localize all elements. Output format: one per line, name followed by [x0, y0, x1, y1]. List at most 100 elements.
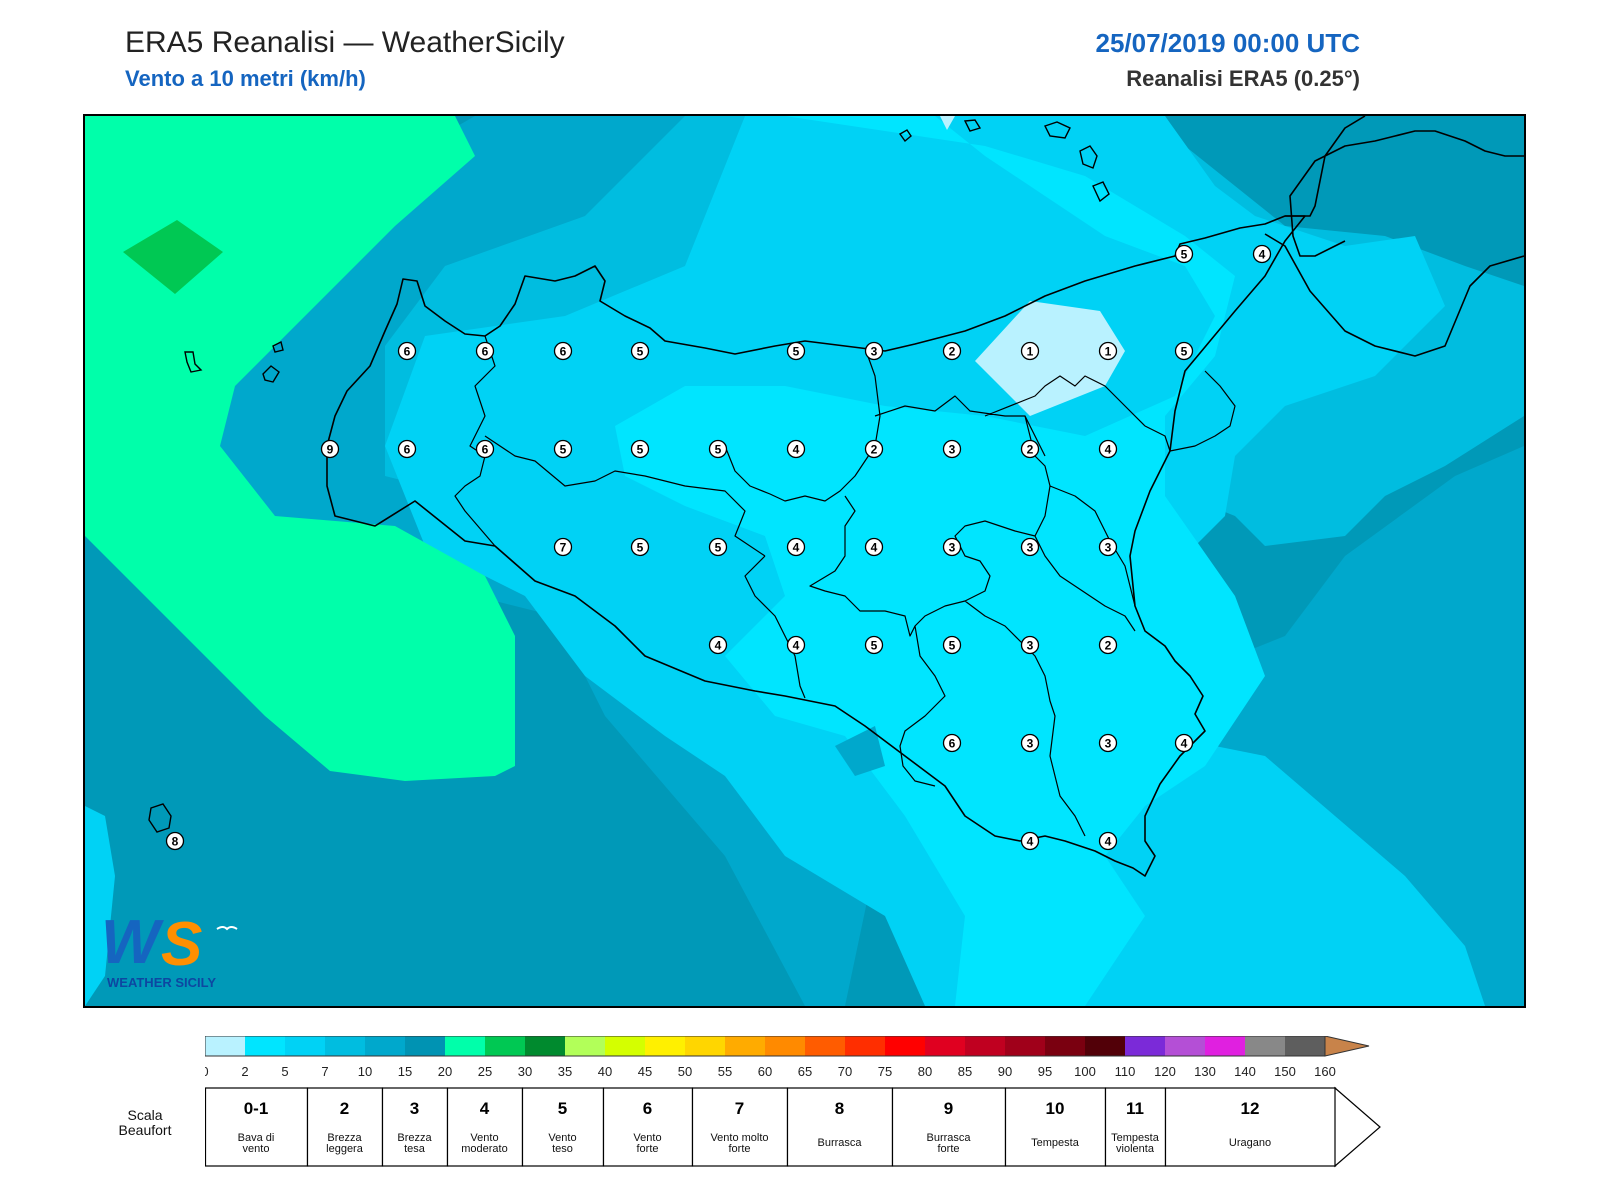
beaufort-description: violenta — [1116, 1143, 1155, 1155]
colorbar-segment — [565, 1036, 605, 1056]
beaufort-description: Vento — [633, 1132, 661, 1144]
wind-marker-circle — [1252, 244, 1272, 264]
colorbar-tick-label: 160 — [1314, 1064, 1336, 1079]
wind-band-20-25 — [123, 220, 223, 294]
beaufort-number: 2 — [340, 1099, 349, 1118]
wind-value-marker: 5 — [1174, 341, 1194, 361]
wind-marker-circle — [1020, 831, 1040, 851]
beaufort-description: forte — [937, 1143, 959, 1155]
colorbar-tick-label: 0 — [205, 1064, 209, 1079]
colorbar-segment — [205, 1036, 245, 1056]
wind-value-label: 5 — [1181, 345, 1188, 359]
beaufort-cell — [1164, 1087, 1337, 1167]
wind-marker-circle — [475, 341, 495, 361]
wind-band-0-2-north — [940, 116, 955, 130]
wind-value-label: 3 — [1105, 541, 1112, 555]
colorbar-tick-label: 130 — [1194, 1064, 1216, 1079]
colorbar-tick-label: 75 — [878, 1064, 892, 1079]
colorbar-tick-label: 100 — [1074, 1064, 1096, 1079]
logo-letter-s: S — [161, 910, 202, 979]
wind-value-label: 5 — [637, 345, 644, 359]
wind-value-label: 5 — [637, 541, 644, 555]
map-datetime: 25/07/2019 00:00 UTC — [1095, 28, 1360, 58]
beaufort-description: moderato — [461, 1143, 507, 1155]
colorbar-tick-label: 55 — [718, 1064, 732, 1079]
beaufort-number: 11 — [1126, 1099, 1144, 1118]
colorbar-tick-label: 150 — [1274, 1064, 1296, 1079]
wind-value-marker: 4 — [786, 537, 806, 557]
wind-marker-circle — [1098, 537, 1118, 557]
wind-band-2-5 — [615, 116, 1265, 1006]
wind-value-label: 6 — [482, 345, 489, 359]
beaufort-cell — [1004, 1087, 1107, 1167]
beaufort-description: Brezza — [327, 1132, 362, 1144]
wind-value-marker: 7 — [553, 537, 573, 557]
colorbar-tick-label: 40 — [598, 1064, 612, 1079]
wind-band-15-20 — [85, 116, 515, 781]
colorbar-tick-label: 5 — [281, 1064, 288, 1079]
wind-value-label: 3 — [1105, 737, 1112, 751]
aeolian-islands — [898, 119, 1110, 203]
colorbar-tick-label: 65 — [798, 1064, 812, 1079]
colorbar-tick-label: 20 — [438, 1064, 452, 1079]
beaufort-cell — [1104, 1087, 1167, 1167]
wind-value-marker: 6 — [397, 341, 417, 361]
colorbar-segment — [525, 1036, 565, 1056]
colorbar-segment — [285, 1036, 325, 1056]
wind-value-label: 4 — [1259, 248, 1266, 262]
wind-value-label: 5 — [560, 443, 567, 457]
wind-value-label: 8 — [172, 835, 179, 849]
colorbar-segment — [1125, 1036, 1165, 1056]
colorbar-segment — [1045, 1036, 1085, 1056]
colorbar-segment — [885, 1036, 925, 1056]
beaufort-description: Vento — [548, 1132, 576, 1144]
wind-marker-circle — [708, 537, 728, 557]
beaufort-cell — [381, 1087, 449, 1167]
wind-value-marker: 2 — [1020, 439, 1040, 459]
wind-value-label: 3 — [949, 443, 956, 457]
colorbar-tick-label: 25 — [478, 1064, 492, 1079]
wind-marker-circle — [553, 439, 573, 459]
wind-value-label: 5 — [871, 639, 878, 653]
beaufort-description: Vento — [470, 1132, 498, 1144]
colorbar-tick-label: 120 — [1154, 1064, 1176, 1079]
beaufort-description: Tempesta — [1031, 1137, 1080, 1149]
wind-marker-circle — [1098, 635, 1118, 655]
wind-value-label: 4 — [793, 541, 800, 555]
wind-marker-circle — [1098, 831, 1118, 851]
wind-marker-circle — [630, 439, 650, 459]
wind-value-marker: 3 — [1098, 733, 1118, 753]
wind-marker-circle — [630, 341, 650, 361]
wind-value-marker: 3 — [1098, 537, 1118, 557]
wind-value-label: 4 — [715, 639, 722, 653]
wind-value-marker: 5 — [630, 537, 650, 557]
wind-value-label: 2 — [871, 443, 878, 457]
wind-marker-circle — [942, 635, 962, 655]
beaufort-scale: 0-1 Bava di vento 2 Brezza leggera 3 Brezza tesa… — [204, 1086, 1395, 1173]
colorbar-tick-label: 70 — [838, 1064, 852, 1079]
wind-value-marker: 3 — [1020, 733, 1040, 753]
beaufort-description: forte — [728, 1143, 750, 1155]
wind-band-local-sw — [85, 806, 115, 1006]
colorbar-tick-label: 110 — [1115, 1064, 1136, 1079]
colorbar-segment — [765, 1036, 805, 1056]
wind-map[interactable]: 5 4 6 6 6 5 5 3 2 1 1 5 9 6 6 5 5 5 4 2 3 2 4 7 5 5 4 4 3 3 3 4 4 5 5 3 2 6 3 3… — [83, 114, 1526, 1008]
wind-marker-circle — [708, 635, 728, 655]
beaufort-description: Brezza — [397, 1132, 432, 1144]
colorbar-segment — [1085, 1036, 1125, 1056]
wind-value-marker: 4 — [1020, 831, 1040, 851]
beaufort-description: tesa — [404, 1143, 426, 1155]
wind-value-label: 3 — [949, 541, 956, 555]
colorbar-segment — [365, 1036, 405, 1056]
colorbar-tick-label: 90 — [998, 1064, 1012, 1079]
wind-marker-circle — [786, 635, 806, 655]
wind-value-marker: 1 — [1098, 341, 1118, 361]
wind-value-label: 6 — [949, 737, 956, 751]
calabria-coastline — [1264, 116, 1524, 357]
wind-value-marker: 9 — [320, 439, 340, 459]
wind-marker-circle — [630, 537, 650, 557]
colorbar-border — [204, 1035, 1326, 1057]
wind-marker-circle — [942, 733, 962, 753]
wind-value-marker: 5 — [630, 341, 650, 361]
wind-marker-circle — [553, 537, 573, 557]
